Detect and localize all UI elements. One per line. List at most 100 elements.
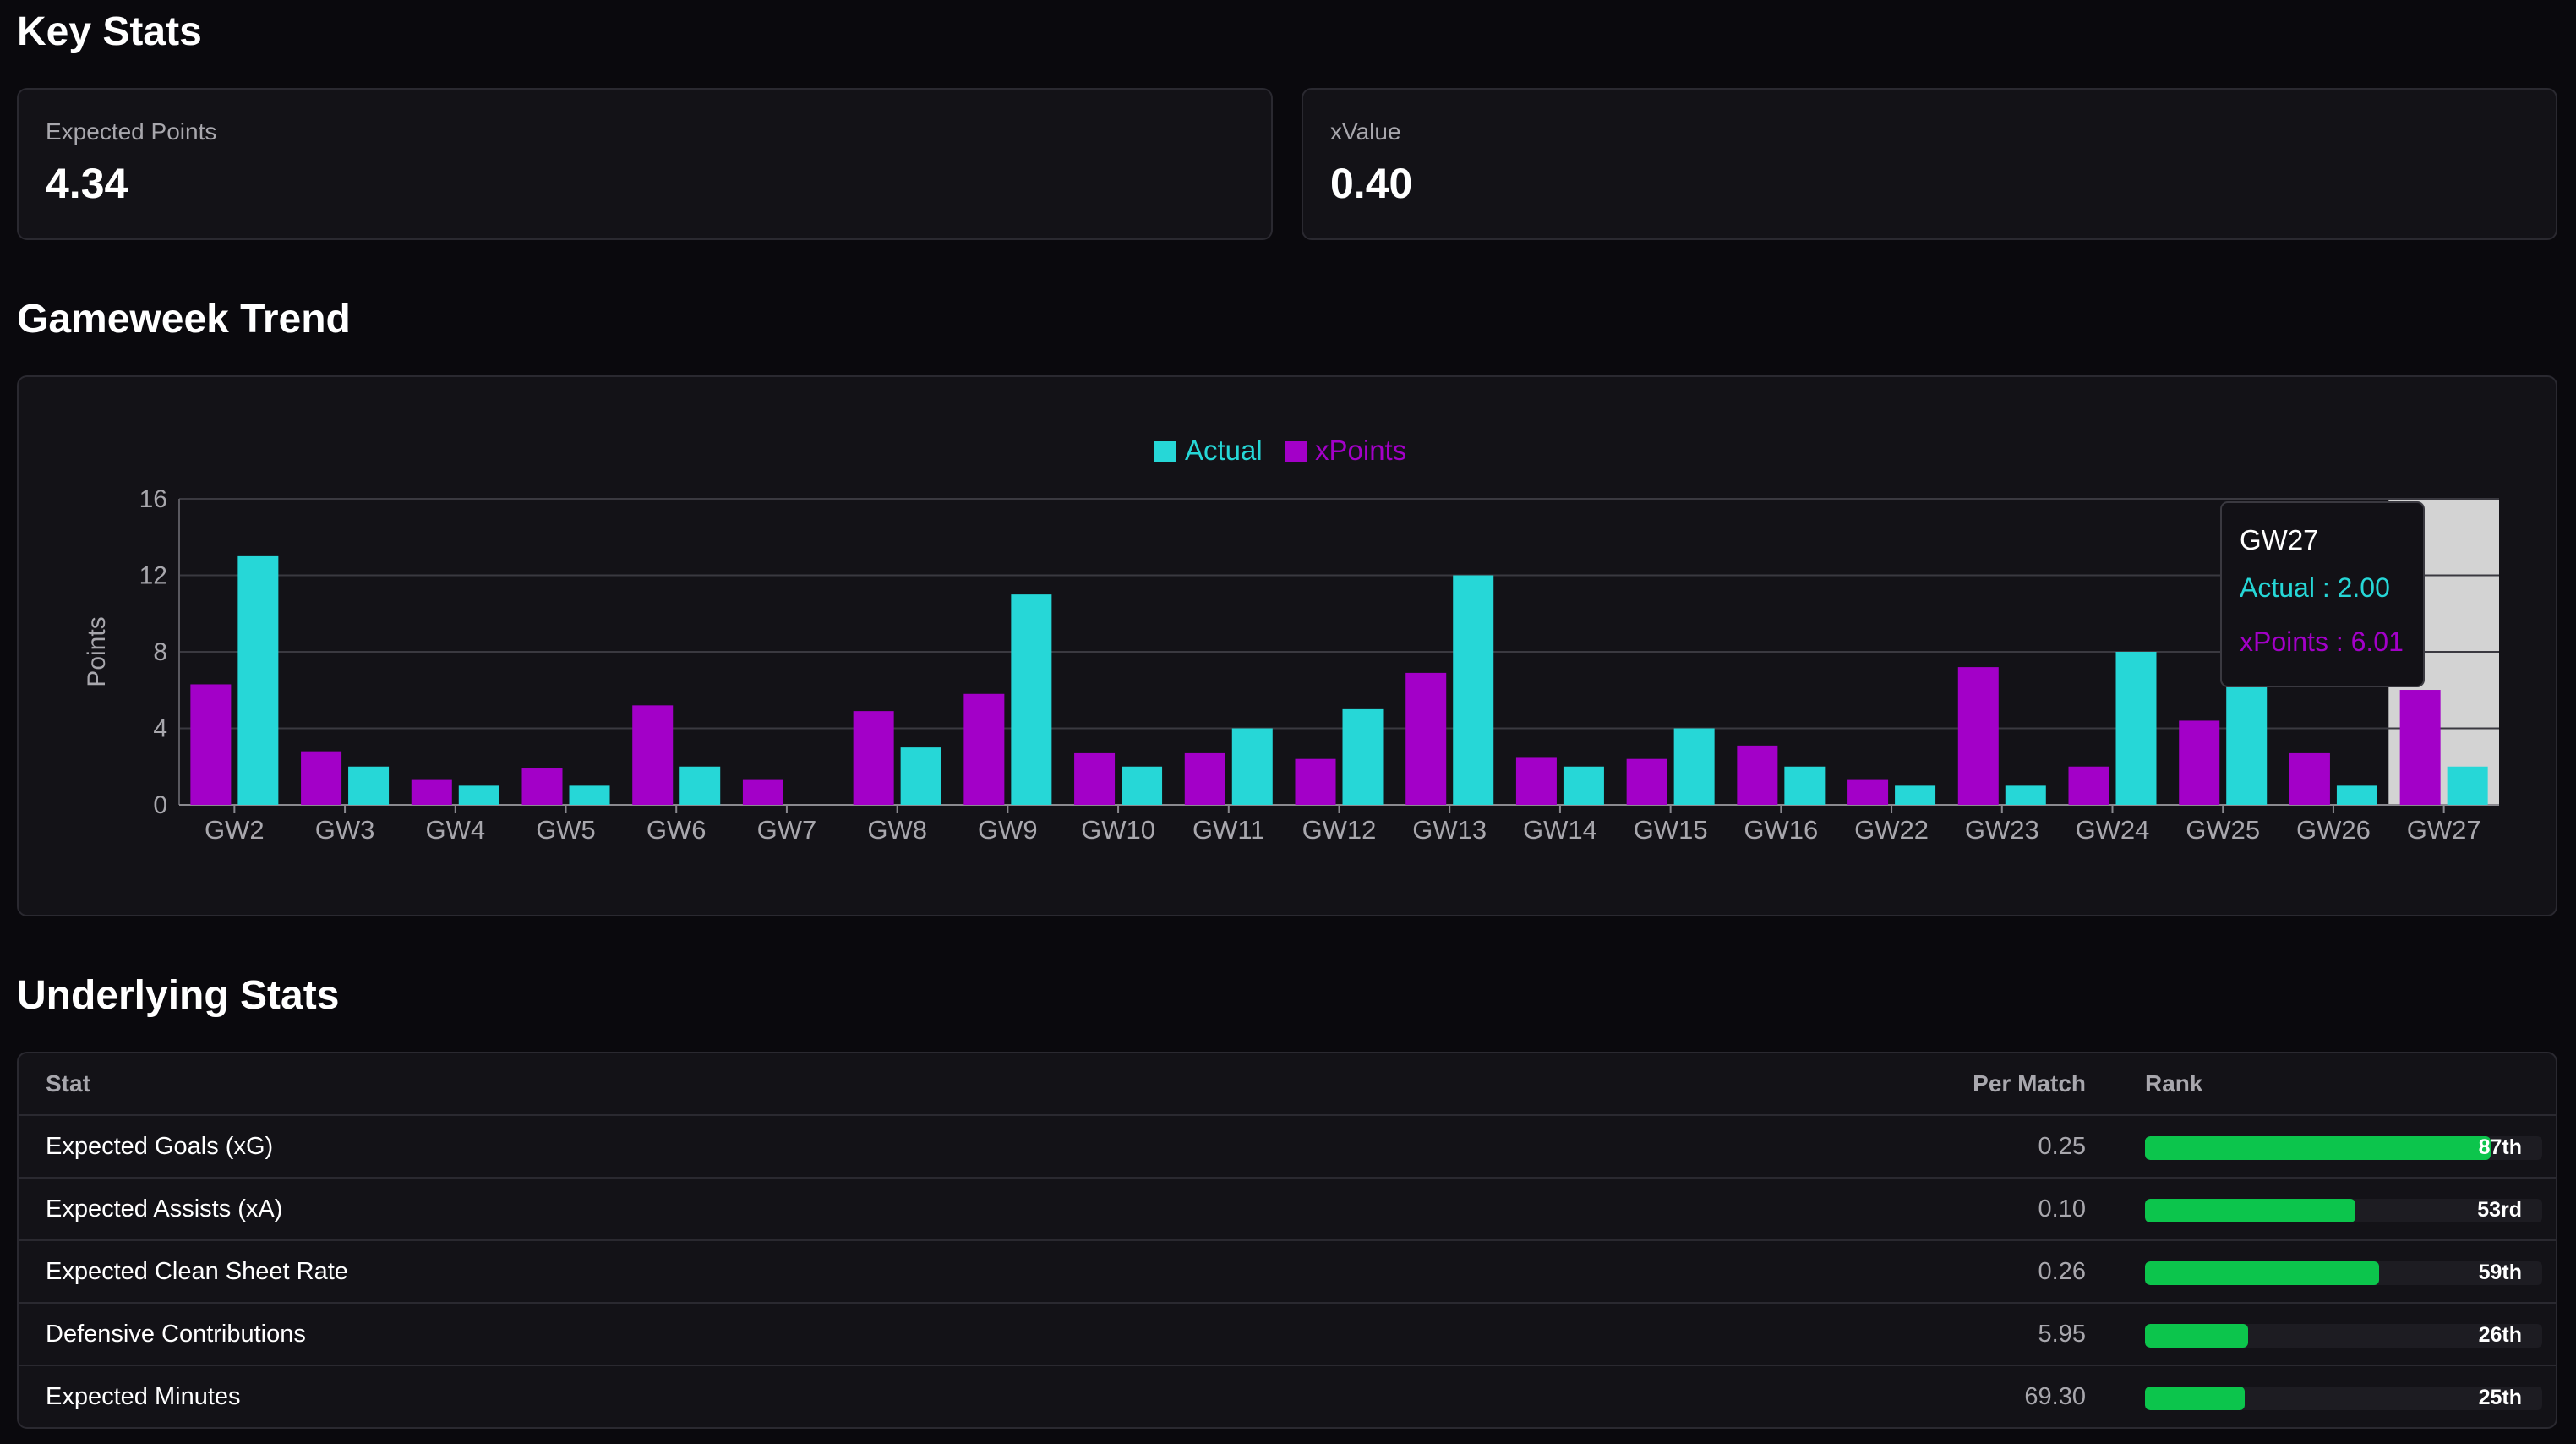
xvalue-card: xValue 0.40 [1302, 88, 2557, 240]
legend-xpoints-swatch [1285, 441, 1307, 462]
x-tick-label: GW22 [1854, 815, 1929, 845]
rank-bar-track [2145, 1261, 2542, 1285]
key-stats-title: Key Stats [17, 9, 202, 54]
bar-actual-gw25 [2226, 670, 2268, 805]
bar-xpoints-gw16 [1737, 745, 1778, 805]
bar-xpoints-gw5 [521, 768, 563, 805]
bar-xpoints-gw7 [742, 779, 783, 805]
y-tick-label: 0 [153, 791, 167, 819]
bar-xpoints-gw2 [190, 684, 232, 805]
bar-actual-gw16 [1784, 766, 1826, 805]
header-per-match: Per Match [1973, 1070, 2086, 1097]
y-tick-label: 8 [153, 638, 167, 666]
table-row: Expected Goals (xG) 0.25 87th [19, 1116, 2556, 1179]
per-match-value: 5.95 [2038, 1321, 2086, 1348]
bar-actual-gw2 [237, 555, 279, 805]
rank-bar-track [2145, 1199, 2542, 1222]
bar-actual-gw13 [1453, 575, 1494, 805]
stat-name: Expected Clean Sheet Rate [46, 1258, 348, 1285]
rank-bar-fill [2145, 1261, 2380, 1285]
x-tick-label: GW2 [205, 815, 265, 845]
bar-xpoints-gw26 [2289, 752, 2330, 805]
x-tick-label: GW15 [1634, 815, 1708, 845]
bar-xpoints-gw10 [1074, 752, 1116, 805]
bar-xpoints-gw3 [301, 751, 342, 805]
per-match-value: 0.26 [2038, 1258, 2086, 1285]
x-tick-label: GW8 [867, 815, 927, 845]
bar-xpoints-gw22 [1847, 779, 1889, 805]
table-row: Expected Assists (xA) 0.10 53rd [19, 1179, 2556, 1241]
x-tick-label: GW5 [536, 815, 596, 845]
underlying-stats-table: Stat Per Match Rank Expected Goals (xG) 0… [17, 1052, 2557, 1429]
table-row: Expected Minutes 69.30 25th [19, 1366, 2556, 1427]
rank-bar-fill [2145, 1136, 2491, 1160]
gameweek-trend-title: Gameweek Trend [17, 297, 351, 342]
bar-actual-gw11 [1231, 728, 1273, 805]
table-header: Stat Per Match Rank [19, 1053, 2556, 1116]
tooltip-actual: Actual : 2.00 [2240, 572, 2390, 603]
tooltip-title: GW27 [2240, 524, 2319, 555]
table-row: Defensive Contributions 5.95 26th [19, 1304, 2556, 1366]
bar-xpoints-gw11 [1184, 752, 1225, 805]
x-tick-label: GW23 [1965, 815, 2039, 845]
y-tick-label: 4 [153, 715, 167, 743]
bar-xpoints-gw8 [853, 711, 894, 805]
underlying-stats-title: Underlying Stats [17, 973, 340, 1018]
per-match-value: 69.30 [2024, 1383, 2086, 1410]
gameweek-trend-chart-card: 0 4 8 12 16 Points GW2 GW3 GW4 GW5 GW6 GW7 GW8 GW9 GW1… [17, 375, 2557, 916]
rank-label: 53rd [2477, 1198, 2522, 1222]
expected-points-card: Expected Points 4.34 [17, 88, 1273, 240]
bar-actual-gw3 [348, 766, 390, 805]
x-tick-label: GW14 [1523, 815, 1597, 845]
tooltip-box [2220, 501, 2425, 687]
header-stat: Stat [46, 1070, 90, 1097]
x-tick-label: GW25 [2186, 815, 2260, 845]
bar-xpoints-gw9 [963, 693, 1005, 805]
xvalue-value: 0.40 [1330, 160, 1413, 207]
bar-actual-gw23 [2005, 785, 2046, 805]
xvalue-label: xValue [1330, 118, 1401, 145]
rank-bar-track [2145, 1324, 2542, 1348]
bar-xpoints-gw6 [632, 705, 674, 805]
rank-bar-fill [2145, 1199, 2356, 1222]
bar-actual-gw8 [900, 747, 941, 805]
bar-xpoints-gw23 [1957, 667, 1999, 805]
x-tick-label: GW3 [315, 815, 375, 845]
x-tick-label: GW26 [2296, 815, 2371, 845]
bar-actual-gw12 [1342, 708, 1384, 805]
expected-points-label: Expected Points [46, 118, 217, 145]
y-tick-label: 16 [139, 485, 167, 513]
stat-name: Expected Assists (xA) [46, 1195, 283, 1222]
x-tick-label: GW4 [425, 815, 485, 845]
bar-actual-gw22 [1895, 785, 1936, 805]
x-tick-label: GW6 [647, 815, 707, 845]
bar-actual-gw14 [1563, 766, 1604, 805]
bar-actual-gw6 [679, 766, 721, 805]
per-match-value: 0.10 [2038, 1195, 2086, 1222]
expected-points-value: 4.34 [46, 160, 128, 207]
y-tick-label: 12 [139, 562, 167, 590]
x-tick-label: GW27 [2407, 815, 2481, 845]
bar-actual-gw9 [1011, 594, 1052, 805]
table-row: Expected Clean Sheet Rate 0.26 59th [19, 1241, 2556, 1304]
bar-xpoints-gw12 [1295, 758, 1336, 805]
gameweek-trend-chart: 0 4 8 12 16 Points GW2 GW3 GW4 GW5 GW6 GW7 GW8 GW9 GW1… [83, 435, 2499, 845]
rank-bar-fill [2145, 1387, 2245, 1410]
legend-xpoints-label: xPoints [1315, 435, 1406, 466]
legend-actual-label: Actual [1185, 435, 1263, 466]
bar-xpoints-gw15 [1626, 758, 1667, 805]
bar-xpoints-gw14 [1515, 757, 1557, 805]
x-tick-label: GW10 [1081, 815, 1155, 845]
bar-actual-gw24 [2115, 652, 2157, 805]
bar-actual-gw4 [458, 785, 499, 805]
x-tick-label: GW11 [1192, 815, 1265, 845]
stat-name: Expected Minutes [46, 1383, 241, 1410]
rank-bar-fill [2145, 1324, 2249, 1348]
rank-label: 25th [2478, 1386, 2522, 1409]
bar-xpoints-gw13 [1405, 672, 1447, 805]
bar-actual-gw10 [1122, 766, 1163, 805]
bar-actual-gw27 [2447, 766, 2488, 805]
x-tick-label: GW7 [757, 815, 817, 845]
legend-actual-swatch [1154, 441, 1176, 462]
rank-label: 59th [2478, 1261, 2522, 1284]
